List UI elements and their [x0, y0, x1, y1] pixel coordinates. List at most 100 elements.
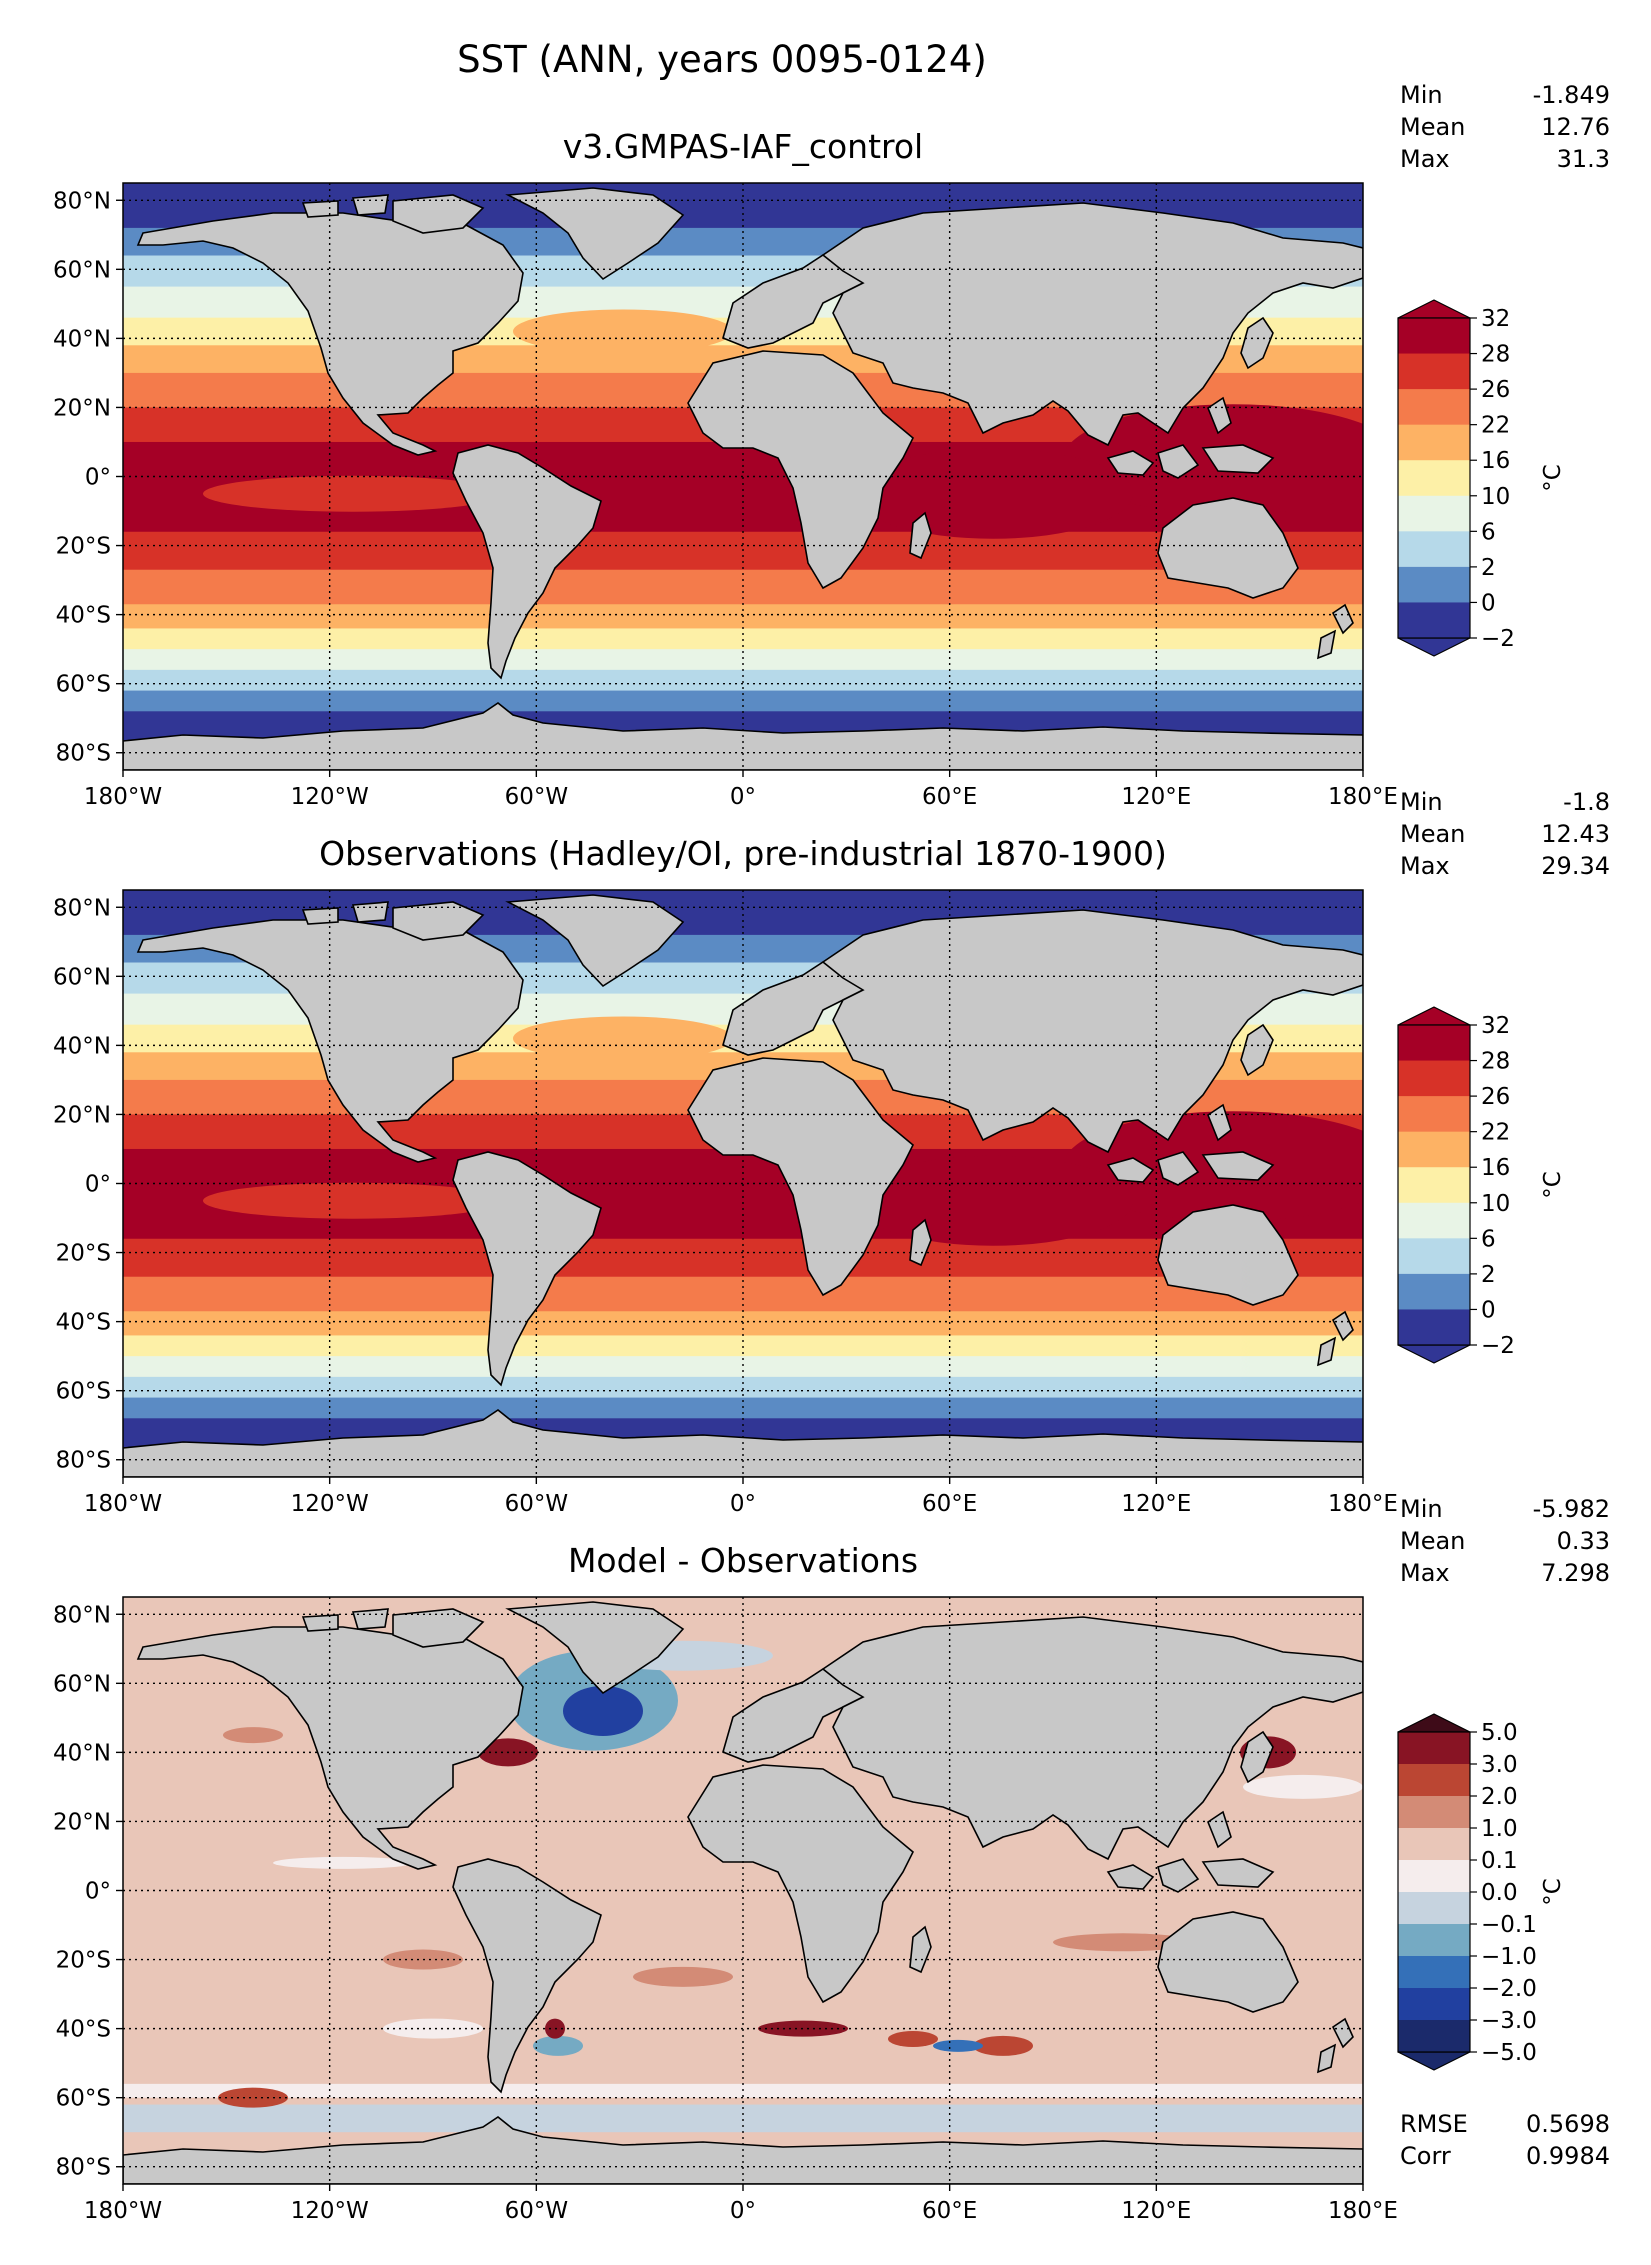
colorbar-tick-label: 2 — [1481, 555, 1496, 581]
stat-value: 31.3 — [1557, 145, 1610, 173]
lat-tick-label: 80°S — [56, 2155, 111, 2181]
lat-tick-label: 60°N — [53, 964, 111, 990]
map-panel-3: Model - Observations 80°N 60°N 40°N 20°N 0° 20… — [53, 1495, 1610, 2224]
colorbar-segment — [1398, 1892, 1470, 1925]
figure-title: SST (ANN, years 0095-0124) — [457, 38, 987, 81]
colorbar-segment — [1398, 1988, 1470, 2021]
colorbar-segment — [1398, 389, 1470, 426]
colorbar-tick-label: 0 — [1481, 1297, 1496, 1323]
lat-tick-label: 0° — [85, 1879, 111, 1905]
colorbar-tick-label: 28 — [1481, 342, 1510, 368]
colorbar-tick-label: 26 — [1481, 377, 1510, 403]
lon-tick-label: 180°W — [84, 1491, 162, 1517]
colorbar-tick-label: 3.0 — [1481, 1752, 1518, 1778]
lon-tick-label: 0° — [730, 784, 756, 810]
lon-tick-label: 180°E — [1328, 1491, 1398, 1517]
colorbar-unit: °C — [1540, 1878, 1566, 1906]
stat-value: -5.982 — [1533, 1495, 1610, 1523]
lat-tick-label: 60°S — [56, 2086, 111, 2112]
colorbar-tick-label: 2 — [1481, 1262, 1496, 1288]
stat-value: 0.9984 — [1526, 2142, 1610, 2170]
colorbar-unit: °C — [1540, 464, 1566, 492]
colorbar-segment — [1398, 566, 1470, 603]
lat-tick-label: 20°N — [53, 395, 111, 421]
lon-tick-label: 120°W — [291, 2198, 369, 2224]
colorbar-segment — [1398, 1860, 1470, 1893]
lat-tick-label: 60°N — [53, 257, 111, 283]
lat-tick-label: 20°N — [53, 1102, 111, 1128]
lat-tick-label: 40°S — [56, 603, 111, 629]
stat-value: 29.34 — [1541, 852, 1610, 880]
stat-label: Mean — [1400, 113, 1465, 141]
lon-tick-label: 120°E — [1121, 784, 1191, 810]
colorbar-segment — [1398, 1796, 1470, 1829]
colorbar-segment — [1398, 1956, 1470, 1989]
colorbar: 32 28 26 22 16 10 6 2 0 −2 °C — [1397, 1006, 1566, 1364]
colorbar-tick-label: 10 — [1481, 1191, 1510, 1217]
colorbar-tick-label: 10 — [1481, 484, 1510, 510]
lat-tick-label: 0° — [85, 465, 111, 491]
colorbar-segment — [1398, 1732, 1470, 1765]
lat-tick-label: 20°S — [56, 534, 111, 560]
lat-tick-label: 60°S — [56, 1379, 111, 1405]
lat-tick-label: 0° — [85, 1172, 111, 1198]
colorbar-tick-label: 2.0 — [1481, 1784, 1518, 1810]
lat-tick-label: 20°S — [56, 1241, 111, 1267]
colorbar-segment — [1398, 424, 1470, 461]
colorbar-tick-label: 26 — [1481, 1084, 1510, 1110]
colorbar-extend-max — [1397, 299, 1471, 319]
panel-title: Model - Observations — [568, 1541, 918, 1580]
stat-label: Max — [1400, 1559, 1450, 1587]
colorbar-segment — [1398, 1202, 1470, 1239]
colorbar-tick-label: −5.0 — [1481, 2040, 1537, 2066]
lat-tick-label: 40°S — [56, 1310, 111, 1336]
map-area — [123, 183, 1363, 770]
colorbar-segment — [1398, 460, 1470, 497]
lon-tick-label: 120°E — [1121, 1491, 1191, 1517]
colorbar-segment — [1398, 1238, 1470, 1275]
colorbar-segment — [1398, 602, 1470, 639]
lon-tick-label: 0° — [730, 2198, 756, 2224]
stat-label: Min — [1400, 788, 1443, 816]
colorbar-tick-label: 6 — [1481, 519, 1496, 545]
lat-tick-label: 20°N — [53, 1809, 111, 1835]
colorbar-extend-min — [1397, 1344, 1471, 1364]
colorbar-extend-max — [1397, 1713, 1471, 1733]
stats-block: Min -1.849 Mean 12.76 Max 31.3 — [1400, 81, 1610, 173]
map-area — [123, 1597, 1363, 2184]
lat-tick-label: 80°S — [56, 1448, 111, 1474]
stats-block: Min -1.8 Mean 12.43 Max 29.34 — [1400, 788, 1610, 880]
gridlines — [123, 890, 1363, 1477]
lon-tick-label: 60°E — [922, 784, 977, 810]
error-stats: RMSE 0.5698 Corr 0.9984 — [1400, 2110, 1610, 2170]
lon-tick-label: 180°W — [84, 784, 162, 810]
gridlines — [123, 1597, 1363, 2184]
colorbar-segment — [1398, 495, 1470, 532]
colorbar-tick-label: 0.1 — [1481, 1848, 1518, 1874]
stats-block: Min -5.982 Mean 0.33 Max 7.298 — [1400, 1495, 1610, 1587]
colorbar-tick-label: −2 — [1481, 626, 1515, 652]
lat-tick-label: 40°S — [56, 2017, 111, 2043]
colorbar-tick-label: 5.0 — [1481, 1720, 1518, 1746]
stat-label: Corr — [1400, 2142, 1451, 2170]
colorbar-segment — [1398, 1273, 1470, 1310]
lon-tick-label: 60°W — [505, 784, 569, 810]
stat-label: Max — [1400, 145, 1450, 173]
colorbar-tick-label: 1.0 — [1481, 1816, 1518, 1842]
lat-tick-label: 40°N — [53, 326, 111, 352]
colorbar-segment — [1398, 531, 1470, 568]
colorbar-tick-label: 0 — [1481, 590, 1496, 616]
lat-tick-label: 60°S — [56, 672, 111, 698]
stat-label: Mean — [1400, 820, 1465, 848]
colorbar-segment — [1398, 1131, 1470, 1168]
colorbar-extend-max — [1397, 1006, 1471, 1026]
lon-tick-label: 120°E — [1121, 2198, 1191, 2224]
colorbar-unit: °C — [1540, 1171, 1566, 1199]
stat-value: 0.5698 — [1526, 2110, 1610, 2138]
stat-label: Max — [1400, 852, 1450, 880]
colorbar-tick-label: −1.0 — [1481, 1944, 1537, 1970]
colorbar-tick-label: 16 — [1481, 1155, 1510, 1181]
colorbar-segment — [1398, 1167, 1470, 1204]
lat-tick-label: 80°N — [53, 895, 111, 921]
stat-label: Min — [1400, 81, 1443, 109]
